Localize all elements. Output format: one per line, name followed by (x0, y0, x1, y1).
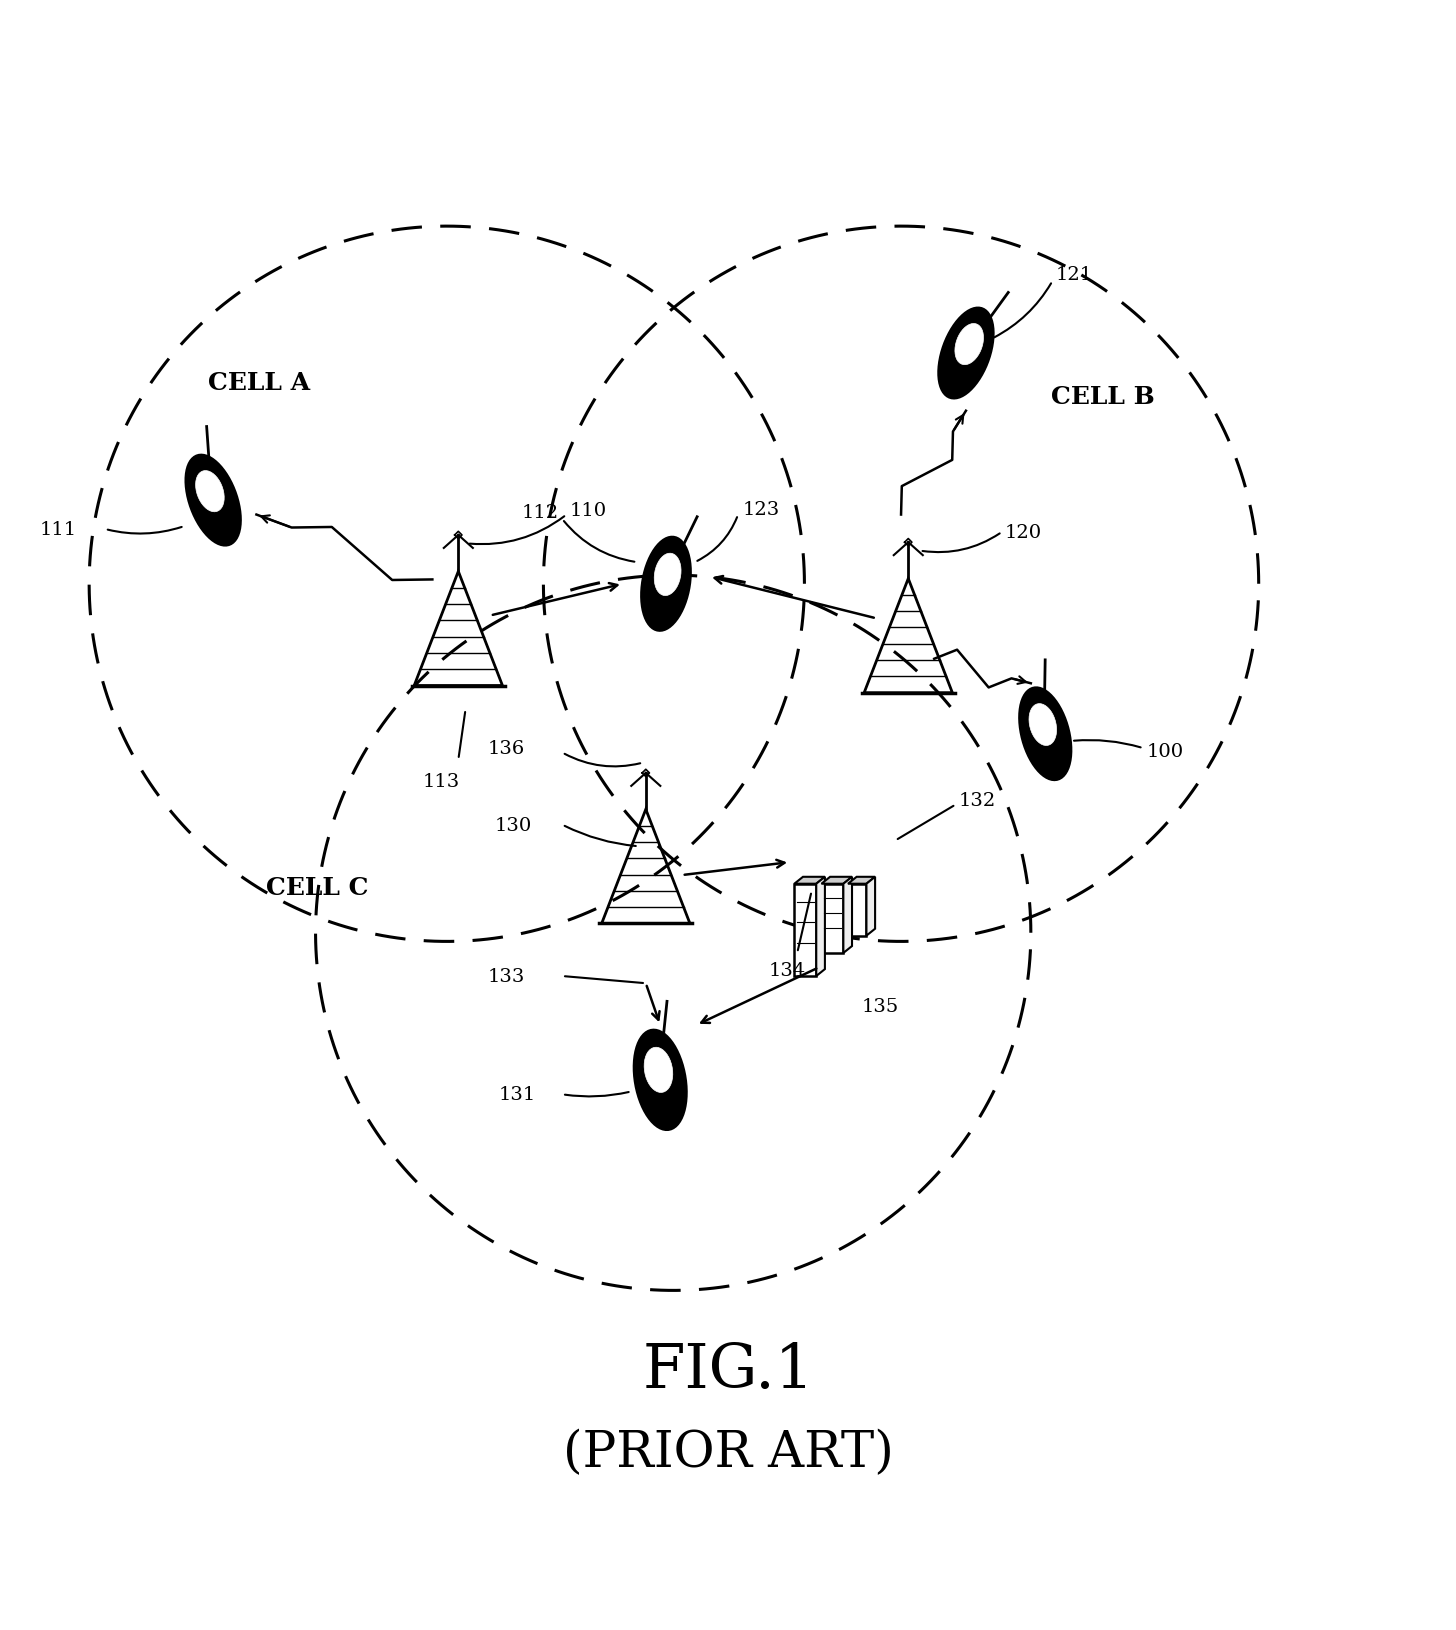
Text: 132: 132 (958, 792, 996, 810)
Text: 113: 113 (422, 773, 460, 791)
Text: 135: 135 (862, 998, 900, 1015)
Text: 131: 131 (499, 1086, 536, 1104)
Text: 121: 121 (1056, 266, 1092, 284)
Bar (795, 883, 817, 976)
Text: 110: 110 (569, 502, 607, 520)
Polygon shape (654, 554, 681, 597)
Text: 120: 120 (1005, 523, 1042, 541)
Polygon shape (866, 877, 875, 936)
Polygon shape (955, 324, 983, 365)
Polygon shape (633, 1030, 687, 1130)
Text: 134: 134 (769, 962, 805, 980)
Polygon shape (795, 877, 826, 883)
Text: CELL A: CELL A (208, 370, 310, 394)
Polygon shape (641, 538, 690, 631)
Text: CELL B: CELL B (1051, 385, 1155, 409)
Polygon shape (821, 877, 852, 883)
Polygon shape (1029, 704, 1057, 747)
Polygon shape (1019, 688, 1072, 781)
Text: (PRIOR ART): (PRIOR ART) (562, 1428, 894, 1477)
Polygon shape (817, 877, 826, 976)
Text: 112: 112 (521, 504, 559, 522)
Text: 130: 130 (495, 817, 531, 835)
Polygon shape (195, 471, 224, 512)
Polygon shape (938, 308, 993, 399)
Polygon shape (847, 877, 875, 883)
Polygon shape (185, 455, 240, 546)
Text: CELL C: CELL C (266, 875, 368, 900)
Polygon shape (644, 1048, 673, 1092)
Text: 111: 111 (41, 520, 77, 538)
Text: 100: 100 (1146, 743, 1184, 761)
Bar (847, 883, 866, 936)
Text: FIG.1: FIG.1 (642, 1340, 814, 1400)
Text: 123: 123 (743, 500, 779, 518)
Text: 136: 136 (488, 740, 524, 758)
Text: 133: 133 (488, 968, 524, 986)
Polygon shape (843, 877, 852, 954)
Bar (821, 883, 843, 954)
